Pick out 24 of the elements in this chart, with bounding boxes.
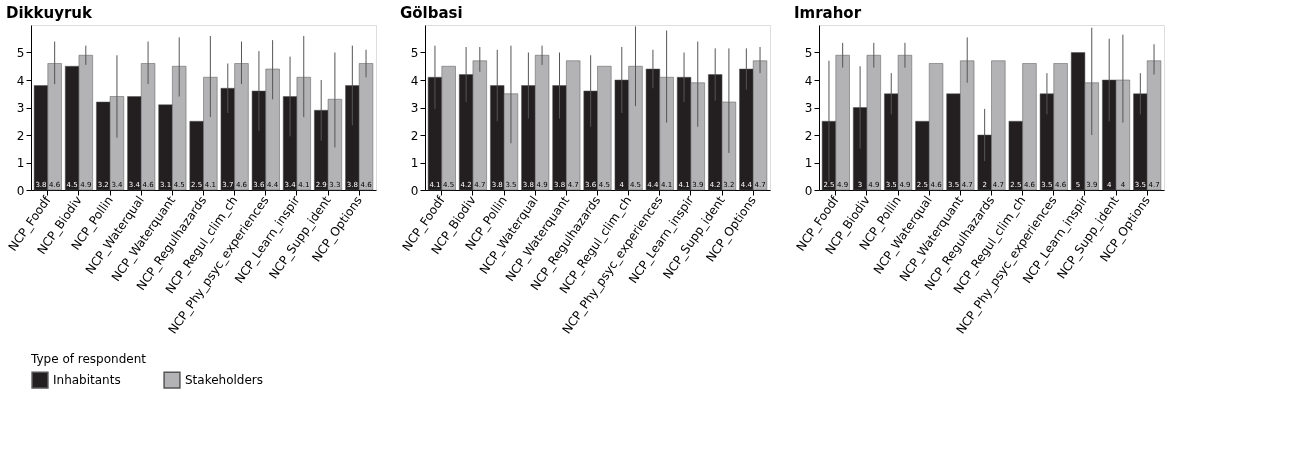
- chart-title: Gölbasi: [399, 4, 463, 22]
- y-tick-label: 4: [804, 73, 813, 88]
- legend-label: Inhabitants: [53, 373, 121, 388]
- y-tick-label: 2: [410, 128, 419, 143]
- y-tick-label: 4: [16, 73, 25, 88]
- y-tick-label: 5: [410, 46, 419, 60]
- chart-title: Dikkuyruk: [5, 4, 93, 22]
- y-tick-label: 3: [410, 101, 419, 115]
- legend-label: Stakeholders: [185, 373, 264, 388]
- y-tick-label: 4: [410, 73, 419, 88]
- y-tick-label: 2: [804, 128, 813, 143]
- y-tick-label: 2: [16, 128, 25, 143]
- chart-title: Imrahor: [793, 4, 862, 22]
- y-tick-label: 0: [804, 183, 813, 198]
- y-tick-label: 1: [16, 156, 25, 170]
- y-tick-label: 3: [804, 101, 813, 115]
- y-tick-label: 3: [16, 101, 25, 115]
- y-tick-label: 5: [16, 46, 25, 60]
- y-tick-label: 0: [410, 183, 419, 198]
- legend-title: Type of respondent: [30, 352, 147, 366]
- y-tick-label: 1: [804, 156, 813, 170]
- y-tick-label: 5: [804, 46, 813, 60]
- y-tick-label: 0: [16, 183, 25, 198]
- y-tick-label: 1: [410, 156, 419, 170]
